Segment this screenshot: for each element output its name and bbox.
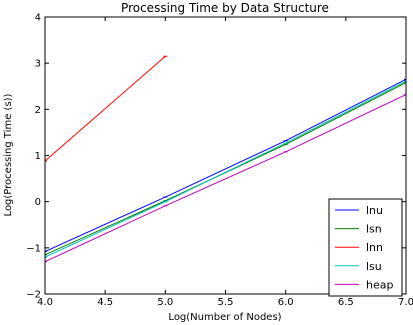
y-tick-label: 0 (35, 197, 41, 208)
legend-label-lnn: lnn (366, 241, 383, 254)
legend: lnu lsn lnn lsu heap (328, 198, 403, 297)
y-tick-label: 3 (35, 59, 41, 70)
y-tick-label: −2 (26, 290, 41, 301)
legend-label-lsn: lsn (366, 223, 382, 236)
series-line-lsu (45, 80, 406, 258)
x-tick-label: 6.0 (278, 297, 294, 308)
legend-label-lnu: lnu (366, 204, 383, 217)
y-tick-label: 1 (35, 151, 41, 162)
x-tick-label: 5.5 (218, 297, 234, 308)
y-axis-label: Log(Processing Time (s)) (3, 93, 14, 216)
series-group (45, 55, 406, 263)
x-tick-label: 4.0 (37, 297, 53, 308)
legend-label-lsu: lsu (366, 260, 382, 273)
y-tick-label: 2 (35, 105, 41, 116)
x-tick-label: 7.0 (398, 297, 413, 308)
y-tick-label: −1 (26, 243, 41, 254)
legend-label-heap: heap (366, 278, 393, 291)
series-line-heap (45, 94, 406, 263)
x-tick-label: 5.0 (157, 297, 173, 308)
y-tick-label: 4 (35, 13, 41, 24)
ticks-group: 4.0 4.5 5.0 5.5 6.0 6.5 7.0 4 3 2 1 0 −1 −2 (26, 13, 413, 309)
x-axis-label: Log(Number of Nodes) (168, 312, 281, 323)
series-line-lnu (45, 78, 406, 252)
x-tick-label: 6.5 (338, 297, 354, 308)
x-tick-label: 4.5 (97, 297, 113, 308)
series-line-lnn (45, 55, 166, 162)
chart-title: Processing Time by Data Structure (121, 1, 329, 15)
